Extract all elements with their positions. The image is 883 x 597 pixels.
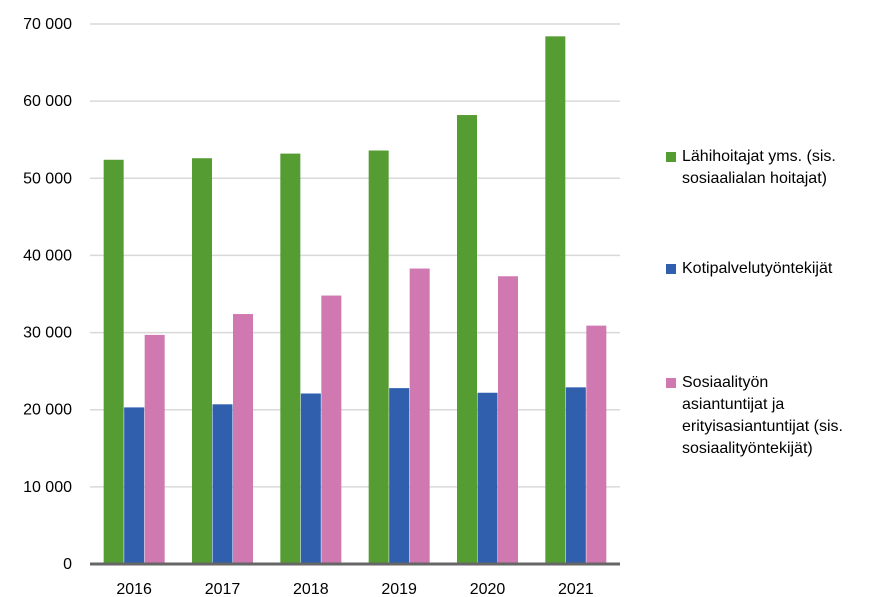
y-tick-label: 30 000 xyxy=(23,325,72,342)
legend-swatch-kotipalvelu xyxy=(666,264,676,274)
y-tick-label: 50 000 xyxy=(23,170,72,187)
bar-3-2017 xyxy=(233,314,253,564)
x-tick-label: 2017 xyxy=(205,581,241,597)
y-tick-label: 20 000 xyxy=(23,402,72,419)
legend-label-kotipalvelu: Kotipalvelutyöntekijät xyxy=(682,260,833,277)
bar-1-2021 xyxy=(545,36,566,565)
legend-item-lahihoitajat: Lähihoitajat yms. (sis. sosiaalialan hoi… xyxy=(666,146,881,190)
bar-3-2019 xyxy=(409,268,430,564)
bar-1-2017 xyxy=(192,158,212,564)
bar-1-2020 xyxy=(457,115,477,565)
x-tick-label: 2016 xyxy=(116,581,152,597)
bar-3-2018 xyxy=(321,295,342,564)
x-tick-label: 2021 xyxy=(558,581,594,597)
bar-1-2016 xyxy=(103,159,124,564)
bar-3-2021 xyxy=(586,325,607,564)
bar-1-2019 xyxy=(368,150,389,564)
bar-2-2017 xyxy=(212,404,233,564)
bar-1-2018 xyxy=(280,153,301,564)
y-tick-label: 70 000 xyxy=(23,16,72,33)
legend-swatch-sosiaalityo xyxy=(666,378,676,388)
bar-3-2016 xyxy=(144,334,165,564)
x-tick-label: 2020 xyxy=(470,581,506,597)
bar-2-2016 xyxy=(124,407,145,564)
legend-item-kotipalvelu: Kotipalvelutyöntekijät xyxy=(666,258,881,280)
bar-2-2021 xyxy=(565,387,586,564)
y-tick-label: 60 000 xyxy=(23,93,72,110)
legend-swatch-lahihoitajat xyxy=(666,152,676,162)
y-tick-label: 40 000 xyxy=(23,247,72,264)
y-tick-label: 10 000 xyxy=(23,479,72,496)
bar-2-2018 xyxy=(300,393,321,564)
bar-2-2020 xyxy=(477,392,498,564)
x-tick-label: 2018 xyxy=(293,581,329,597)
legend-label-lahihoitajat: Lähihoitajat yms. (sis. sosiaalialan hoi… xyxy=(682,148,836,187)
y-tick-label: 0 xyxy=(63,556,72,573)
bar-2-2019 xyxy=(389,388,410,564)
bar-3-2020 xyxy=(498,276,518,564)
legend-item-sosiaalityo: Sosiaalityön asiantuntijat ja erityisasi… xyxy=(666,372,881,460)
x-tick-label: 2019 xyxy=(381,581,417,597)
legend-label-sosiaalityo: Sosiaalityön asiantuntijat ja erityisasi… xyxy=(682,374,843,457)
